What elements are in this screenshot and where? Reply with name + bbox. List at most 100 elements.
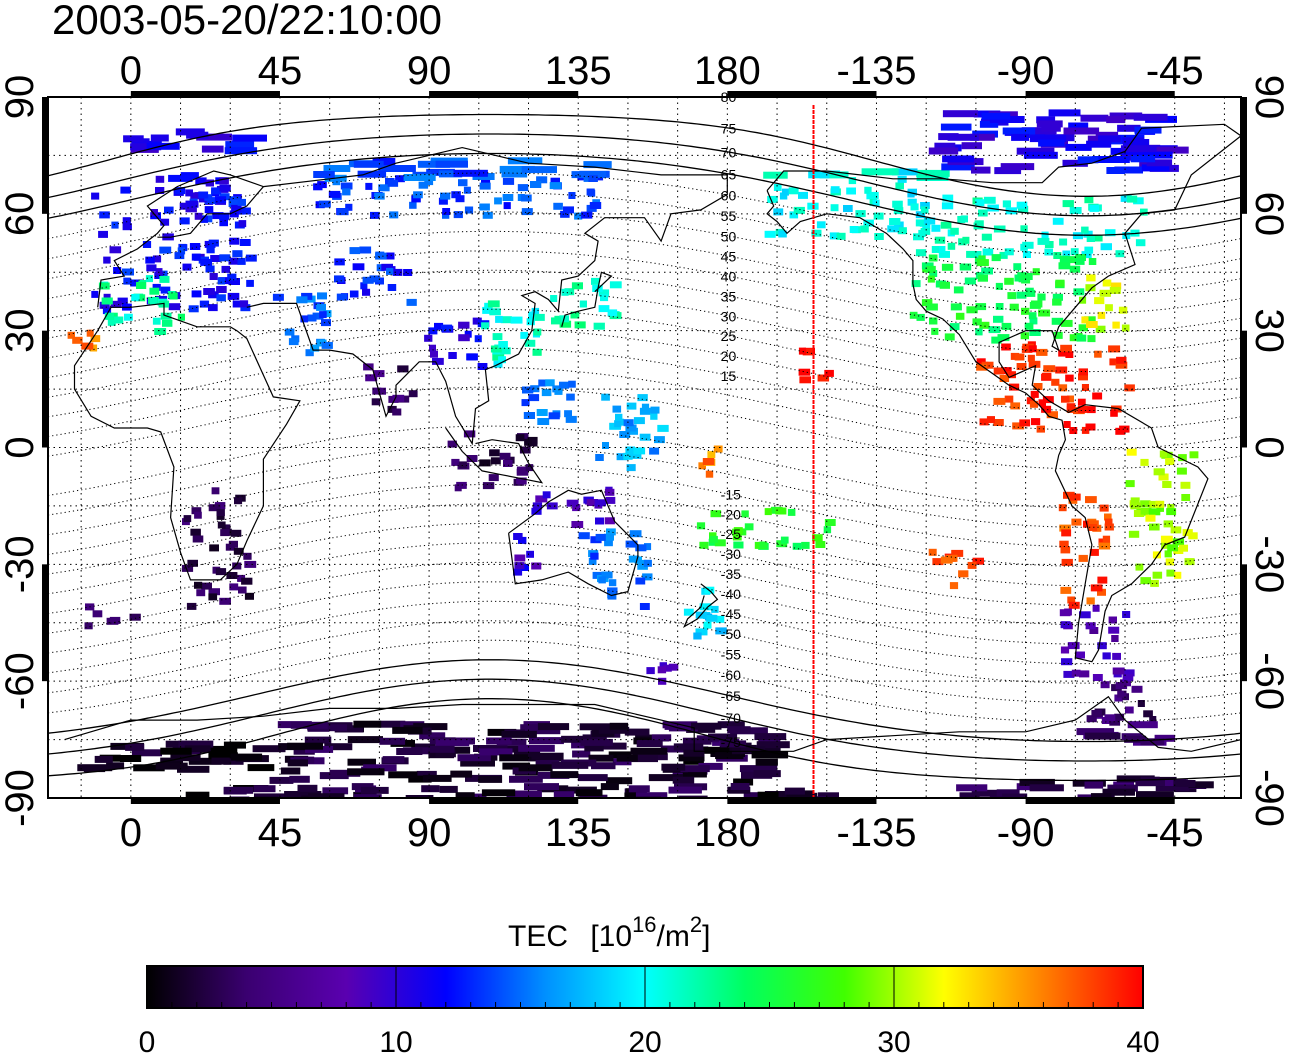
tec-cell [1133, 197, 1144, 205]
tec-cell [1181, 494, 1191, 501]
tec-cell [1029, 317, 1038, 325]
tec-cell [993, 397, 1006, 405]
y-tick-label-left: -30 [0, 535, 42, 593]
tec-cell [1078, 373, 1088, 381]
tec-cell [895, 182, 904, 190]
tec-cell [715, 615, 725, 623]
tec-cell [1098, 135, 1121, 143]
tec-cell [321, 319, 331, 327]
tec-cell [574, 321, 586, 329]
mlat-label: -50 [721, 626, 741, 642]
tec-cell [204, 194, 213, 202]
tec-cell [269, 776, 294, 784]
tec-cell [155, 187, 165, 194]
tec-cell [387, 179, 399, 187]
tec-cell [204, 206, 214, 214]
tec-cell [405, 795, 434, 798]
coastline [683, 583, 719, 629]
tec-cell [1016, 363, 1027, 370]
tec-cell [559, 381, 570, 389]
tec-cell [1031, 418, 1041, 426]
tec-cell [107, 318, 116, 326]
tec-cell [682, 770, 707, 778]
tec-cell [1075, 651, 1085, 659]
tec-cell [604, 488, 615, 496]
tec-cell [518, 744, 555, 752]
tec-cell [208, 304, 218, 312]
tec-cell [155, 268, 163, 276]
tec-cell [1073, 288, 1085, 296]
tec-cell [1131, 685, 1143, 693]
tec-cell [89, 344, 98, 352]
tec-cell [1118, 306, 1128, 314]
tec-cell [150, 134, 169, 142]
tec-cell [422, 774, 452, 782]
tec-cell [614, 420, 622, 428]
tec-cell [133, 764, 165, 772]
tec-cell [191, 253, 201, 261]
tec-cell [536, 176, 548, 184]
tec-cell [1085, 622, 1096, 630]
tec-cell [224, 147, 258, 155]
tec-cell [86, 329, 94, 337]
x-tick-label-top: 90 [407, 49, 452, 93]
tec-cell [792, 542, 802, 550]
tec-cell [230, 753, 263, 761]
tec-cell [1102, 652, 1111, 660]
tec-cell [915, 249, 927, 257]
tec-cell [531, 752, 564, 760]
tec-cell [1021, 127, 1057, 135]
tec-cell [537, 418, 550, 425]
tec-cell [482, 482, 495, 490]
tec-cell [991, 254, 1001, 262]
tec-cell [392, 726, 423, 734]
colorbar-tick-label: 40 [1126, 1026, 1159, 1057]
tec-cell [217, 521, 226, 529]
tec-cell [514, 562, 525, 570]
tec-cell [228, 196, 241, 204]
tec-cell [1112, 321, 1120, 329]
tec-cell [91, 192, 100, 200]
mlat-label: 20 [721, 348, 737, 364]
tec-cell [122, 217, 131, 225]
tec-cell [1111, 405, 1122, 413]
tec-cell [1084, 732, 1121, 740]
tec-cell [481, 322, 489, 330]
tec-cell [526, 550, 534, 558]
tec-cell [190, 528, 201, 536]
tec-cell [977, 259, 989, 267]
tec-cell [463, 430, 476, 438]
tec-cell [228, 200, 241, 207]
tec-cell [646, 667, 655, 675]
tec-cell [869, 191, 879, 199]
tec-cell [636, 740, 663, 747]
tec-cell [244, 560, 257, 568]
tec-cell [739, 765, 778, 773]
tec-cell [360, 282, 368, 290]
tec-cell [953, 286, 964, 294]
frame-bar-left [42, 564, 48, 682]
tec-cell [216, 294, 226, 302]
tec-cell [532, 348, 542, 356]
tec-cell [1097, 311, 1106, 319]
tec-cell [1106, 116, 1126, 124]
tec-cell [136, 282, 147, 289]
mlat-contour [48, 133, 1241, 217]
tec-cell [572, 750, 591, 758]
tec-cell [387, 405, 397, 413]
tec-cell [911, 280, 921, 288]
tec-cell [744, 523, 754, 531]
tec-cell [627, 755, 658, 763]
tec-cell [178, 740, 214, 748]
tec-cell [1083, 230, 1093, 238]
tec-cell [219, 597, 231, 605]
tec-cell [781, 188, 789, 196]
tec-cell [159, 246, 172, 254]
tec-cell [812, 534, 823, 542]
tec-cell [478, 775, 503, 783]
tec-cell [228, 540, 238, 548]
tec-cell [976, 363, 987, 371]
mlat-label: -15 [721, 486, 741, 502]
tec-cell [1077, 794, 1098, 798]
tec-cell [528, 737, 564, 745]
